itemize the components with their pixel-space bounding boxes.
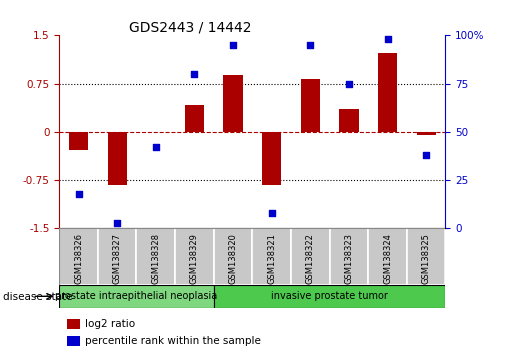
Point — [306, 42, 314, 48]
Text: GSM138321: GSM138321 — [267, 233, 276, 284]
Bar — [67, 336, 80, 346]
Bar — [291, 228, 330, 285]
Point — [383, 36, 392, 42]
Bar — [214, 228, 252, 285]
Bar — [378, 53, 397, 132]
Text: GSM138328: GSM138328 — [151, 233, 160, 284]
Text: prostate intraepithelial neoplasia: prostate intraepithelial neoplasia — [55, 291, 218, 302]
Text: GSM138326: GSM138326 — [74, 233, 83, 284]
Bar — [175, 228, 214, 285]
Point — [229, 42, 237, 48]
Point — [345, 81, 353, 86]
Bar — [98, 228, 136, 285]
Point — [113, 220, 122, 225]
Text: GSM138324: GSM138324 — [383, 233, 392, 284]
Text: GSM138329: GSM138329 — [190, 233, 199, 284]
Point — [422, 152, 431, 158]
Bar — [339, 109, 358, 132]
Bar — [301, 79, 320, 132]
Bar — [407, 228, 445, 285]
Point — [191, 71, 199, 77]
Bar — [59, 285, 214, 308]
Text: log2 ratio: log2 ratio — [85, 319, 135, 329]
Bar — [59, 228, 98, 285]
Text: GSM138322: GSM138322 — [306, 233, 315, 284]
Text: percentile rank within the sample: percentile rank within the sample — [85, 336, 262, 346]
Bar — [108, 132, 127, 184]
Text: GSM138323: GSM138323 — [345, 233, 353, 284]
Bar — [262, 132, 281, 184]
Bar — [67, 319, 80, 329]
Text: invasive prostate tumor: invasive prostate tumor — [271, 291, 388, 302]
Bar — [330, 228, 368, 285]
Text: GSM138320: GSM138320 — [229, 233, 237, 284]
Bar — [136, 228, 175, 285]
Bar — [417, 132, 436, 135]
Text: GSM138327: GSM138327 — [113, 233, 122, 284]
Text: GDS2443 / 14442: GDS2443 / 14442 — [129, 20, 251, 34]
Point — [74, 191, 82, 196]
Point — [152, 144, 160, 150]
Text: disease state: disease state — [3, 292, 72, 302]
Bar — [69, 132, 88, 150]
Text: GSM138325: GSM138325 — [422, 233, 431, 284]
Bar — [224, 75, 243, 132]
Bar — [185, 105, 204, 132]
Bar — [252, 228, 291, 285]
Point — [268, 210, 276, 216]
Bar — [214, 285, 445, 308]
Bar — [368, 228, 407, 285]
